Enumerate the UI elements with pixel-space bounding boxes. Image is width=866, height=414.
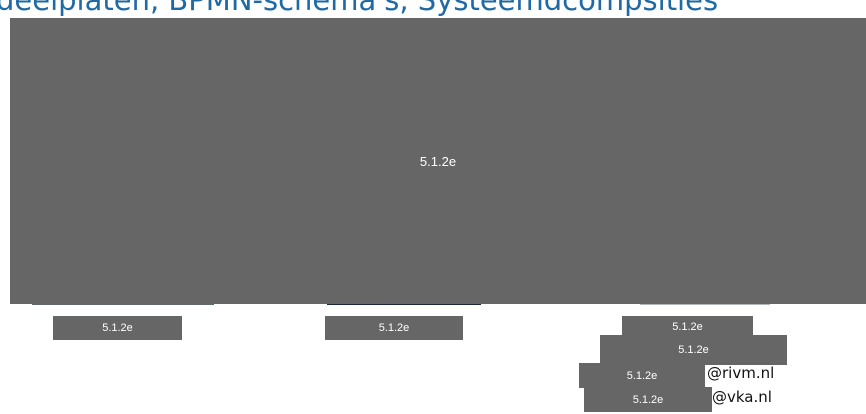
- middle-name-redaction-label: 5.1.2e: [378, 322, 410, 334]
- right-name-redaction-1-label: 5.1.2e: [672, 321, 703, 333]
- main-redaction-block: 5.1.2e: [10, 18, 866, 304]
- email-2-domain: @vka.nl: [712, 388, 772, 406]
- right-name-redaction-2-label: 5.1.2e: [678, 344, 709, 356]
- left-name-redaction-label: 5.1.2e: [102, 322, 133, 334]
- email-2-user-redaction-label: 5.1.2e: [632, 393, 664, 406]
- email-2-user-redaction: 5.1.2e: [584, 387, 712, 412]
- main-redaction-label: 5.1.2e: [419, 153, 457, 169]
- left-name-redaction: 5.1.2e: [53, 316, 182, 340]
- right-name-redaction-2: 5.1.2e: [600, 335, 787, 365]
- middle-name-redaction: 5.1.2e: [325, 316, 463, 340]
- slide-title: deelplaten, BPMN-schema's, Systeemdcomps…: [0, 0, 719, 17]
- right-name-redaction-1: 5.1.2e: [622, 316, 753, 338]
- email-1-user-redaction-label: 5.1.2e: [626, 369, 658, 382]
- email-1-user-redaction: 5.1.2e: [579, 363, 705, 388]
- email-1-domain: @rivm.nl: [707, 364, 775, 382]
